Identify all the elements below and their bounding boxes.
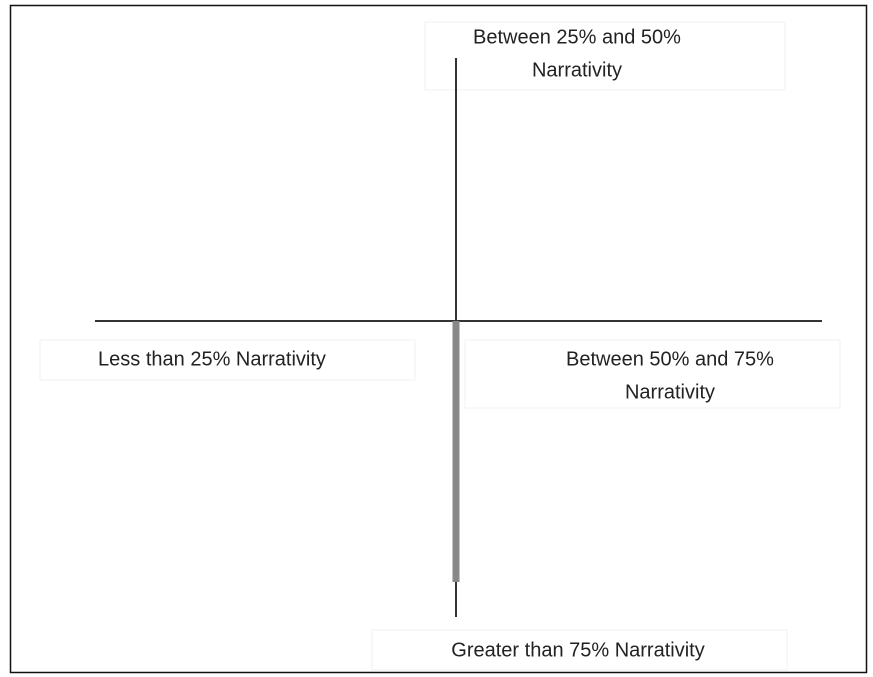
quadrant-label: Greater than 75% Narrativity xyxy=(451,639,704,661)
quadrant-label: Between 50% and 75% xyxy=(566,348,774,370)
frame xyxy=(9,4,868,674)
quadrant-label: Less than 25% Narrativity xyxy=(98,348,326,370)
quadrant-label: Narrativity xyxy=(532,59,622,81)
quadrant-label: Between 25% and 50% xyxy=(473,26,681,48)
label-box xyxy=(39,339,416,381)
label-box xyxy=(464,339,841,409)
quadrant-label: Narrativity xyxy=(625,381,715,403)
label-box xyxy=(424,21,786,91)
label-box xyxy=(371,629,788,671)
labels: Between 25% and 50% Narrativity Less than … xyxy=(98,26,774,661)
